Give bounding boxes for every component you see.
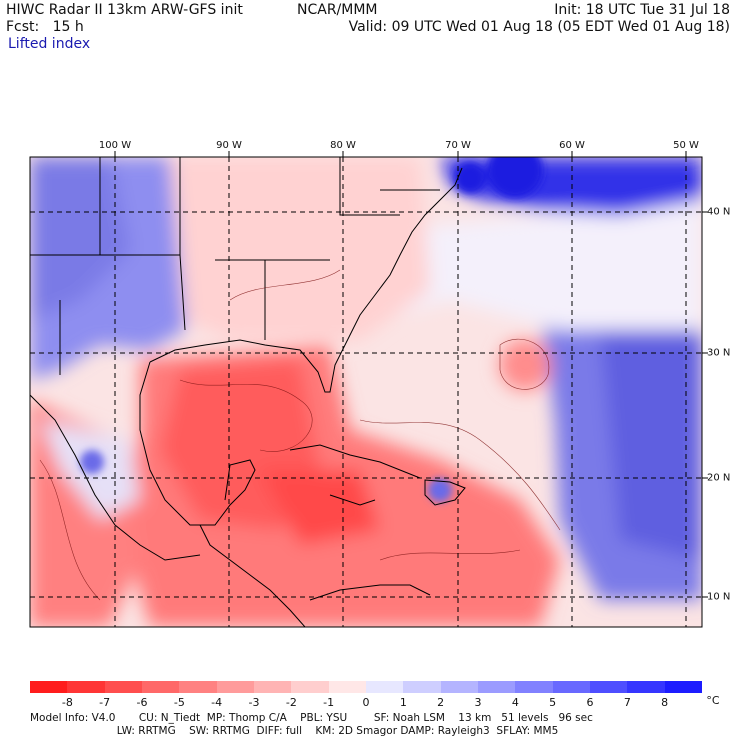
colorbar-cell	[552, 681, 591, 693]
colorbar-label: 3	[474, 696, 482, 709]
model-physics: LW: RRTMG SW: RRTMG DIFF: full KM: 2D Sm…	[30, 725, 559, 737]
colorbar-label: -5	[173, 696, 185, 709]
colorbar-label: 8	[661, 696, 669, 709]
colorbar-label: -7	[99, 696, 111, 709]
lon-label: 80 W	[330, 140, 356, 151]
colorbar-label: 0	[362, 696, 370, 709]
colorbar-label: 6	[586, 696, 594, 709]
colorbar-cell	[104, 681, 143, 693]
colorbar-cell	[142, 681, 180, 693]
colorbar-cell	[30, 681, 68, 693]
colorbar-label: 7	[623, 696, 631, 709]
colorbar-label: -4	[211, 696, 223, 709]
colorbar-cell	[590, 681, 628, 693]
colorbar-cell	[366, 681, 404, 693]
colorbar-cell	[179, 681, 218, 693]
lat-label: 30 N	[707, 347, 731, 359]
colorbar-label: 4	[511, 696, 519, 709]
colorbar-label: -8	[61, 696, 73, 709]
colorbar-cell	[664, 681, 703, 693]
institution-label: NCAR/MMM	[297, 2, 378, 18]
lon-label: 100 W	[98, 140, 132, 151]
colorbar-cell	[403, 681, 442, 693]
lon-label: 60 W	[559, 140, 585, 151]
init-time: Init: 18 UTC Tue 31 Jul 18	[554, 2, 730, 18]
lon-label: 50 W	[673, 140, 699, 151]
colorbar-cell	[440, 681, 479, 693]
colorbar-cell	[627, 681, 666, 693]
colorbar-label: -1	[323, 696, 335, 709]
lat-label: 40 N	[707, 206, 731, 218]
colorbar-label: 5	[549, 696, 557, 709]
colorbar-cell	[254, 681, 292, 693]
colorbar-label: 1	[399, 696, 407, 709]
colorbar-label: -6	[136, 696, 148, 709]
colorbar-label: -2	[285, 696, 297, 709]
forecast-hour: Fcst: 15 h	[6, 19, 84, 35]
map-field	[30, 157, 702, 627]
lon-label: 70 W	[445, 140, 471, 151]
field-name: Lifted index	[8, 36, 91, 52]
lon-label: 90 W	[216, 140, 242, 151]
model-info: Model Info: V4.0 CU: N_Tiedt MP: Thomp C…	[30, 712, 593, 724]
colorbar-cell	[328, 681, 367, 693]
valid-time: Valid: 09 UTC Wed 01 Aug 18 (05 EDT Wed …	[348, 19, 730, 35]
model-title: HIWC Radar II 13km ARW-GFS init	[6, 2, 243, 18]
colorbar-label: -3	[248, 696, 260, 709]
colorbar-label: 2	[437, 696, 445, 709]
colorbar-cell	[291, 681, 330, 693]
colorbar-cell	[216, 681, 255, 693]
colorbar-cell	[515, 681, 554, 693]
colorbar-cell	[478, 681, 516, 693]
lat-label: 10 N	[707, 591, 731, 603]
lat-label: 20 N	[707, 472, 731, 484]
colorbar-cell	[67, 681, 106, 693]
colorbar-unit: °C	[706, 694, 720, 707]
